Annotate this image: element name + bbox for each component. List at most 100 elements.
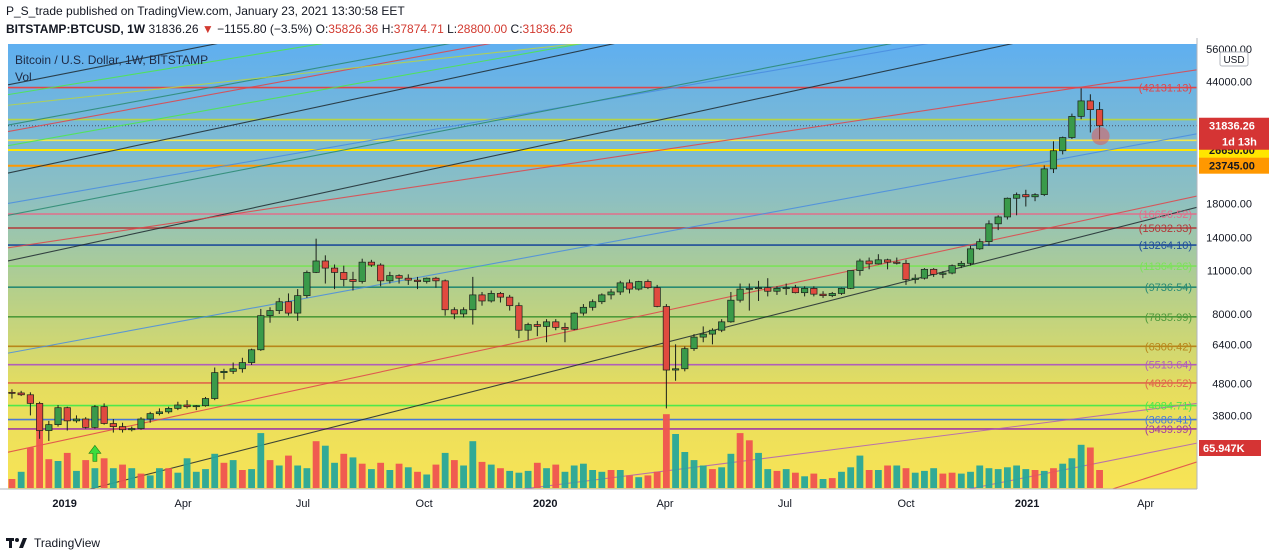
volume-bar [460,465,467,488]
candle-body [174,404,182,409]
candle-body [524,324,532,331]
candle [312,238,320,274]
volume-bar [183,458,191,488]
volume-bar [1003,467,1011,488]
candle [625,279,634,294]
candle [26,392,34,416]
volume-bar [386,470,394,488]
candle [284,293,293,316]
candle [303,270,311,298]
candle [229,362,237,374]
trendline [8,44,218,86]
symbol-name[interactable]: BITSTAMP:BTCUSD, 1W [6,22,146,36]
candle [367,259,375,267]
volume-bar [248,469,255,488]
candle [128,426,136,432]
trendline [8,133,1197,354]
candle [165,406,173,414]
candle [653,284,661,308]
candle [994,215,1002,231]
candle [948,264,956,275]
candle-body [109,423,117,427]
candle-body [736,288,744,301]
volume-bar [819,479,827,488]
candle [570,312,578,331]
level-label: (3686.41) [1145,415,1192,427]
volume-bar [358,463,366,488]
candle-body [533,324,541,327]
candle [340,265,348,287]
volume-bar [1059,463,1067,488]
publisher-line: P_S_trade published on TradingView.com, … [6,4,405,18]
candle-body [450,309,458,315]
volume-bar [699,465,707,488]
volume-bar [469,441,477,488]
candle-body [119,426,127,431]
volume-bar [1086,447,1094,488]
price-chart[interactable]: 56000.0044000.0018000.0014000.0011000.00… [0,38,1274,520]
open-value: 35826.36 [328,22,379,36]
footer-brand[interactable]: TradingView [34,536,101,550]
candle-body [441,280,449,311]
candle-body [312,260,320,273]
volume-bar [745,440,753,488]
candle [248,348,256,365]
candle [533,320,541,337]
volume-bar [404,467,412,488]
candle-body [616,282,624,293]
candle-body [782,287,790,290]
price-tick-label: 11000.00 [1207,266,1252,278]
candle [644,279,652,290]
candle [745,283,753,311]
volume-bar [967,471,974,488]
volume-bar [570,465,578,488]
volume-bar [755,452,762,488]
volume-bar [865,470,873,488]
close-label: C: [510,22,523,36]
candle-body [229,368,237,372]
tradingview-logo-icon [6,538,27,548]
volume-bar [681,452,689,488]
currency-button[interactable] [1219,51,1249,67]
candle-body [939,272,947,275]
volume-bar [801,476,809,488]
candle [174,401,182,411]
volume-bar [174,472,182,488]
price-tick-label: 18000.00 [1206,198,1252,210]
time-tick-label: Apr [1137,498,1154,510]
volume-bar [515,472,523,488]
volume-bar [17,471,25,488]
candle [1040,165,1048,197]
candle-body [801,288,809,294]
candle-body [893,261,901,264]
volume-bar [874,470,882,488]
price-tick-label: 6400.00 [1212,339,1252,351]
candle [662,304,670,409]
volume-bar [423,474,431,488]
candle-body [570,312,578,330]
candle [496,291,505,303]
volume-bar [82,460,90,488]
candle [718,319,726,333]
volume-bar [137,473,145,488]
candle-body [644,281,652,289]
level-label: (7835.99) [1145,312,1192,324]
volume-bar [828,478,836,488]
level-label: (4084.71) [1145,401,1192,413]
trendline [8,195,1197,453]
volume-bar [63,452,71,488]
volume-bar [884,465,891,488]
candle [294,289,302,321]
candle [432,276,440,288]
candle [1003,197,1011,220]
pane-title: Bitcoin / U.S. Dollar, 1W, BITSTAMP [15,53,209,67]
candle-body [220,370,228,373]
volume-bar [1068,458,1076,488]
candle [856,258,864,276]
candle-body [1096,109,1104,127]
change-arrow-icon: ▼ [201,22,214,36]
high-value: 37874.71 [393,22,444,36]
current-candle-marker [1091,127,1110,146]
candle [764,278,772,297]
volume-bar [902,468,910,488]
